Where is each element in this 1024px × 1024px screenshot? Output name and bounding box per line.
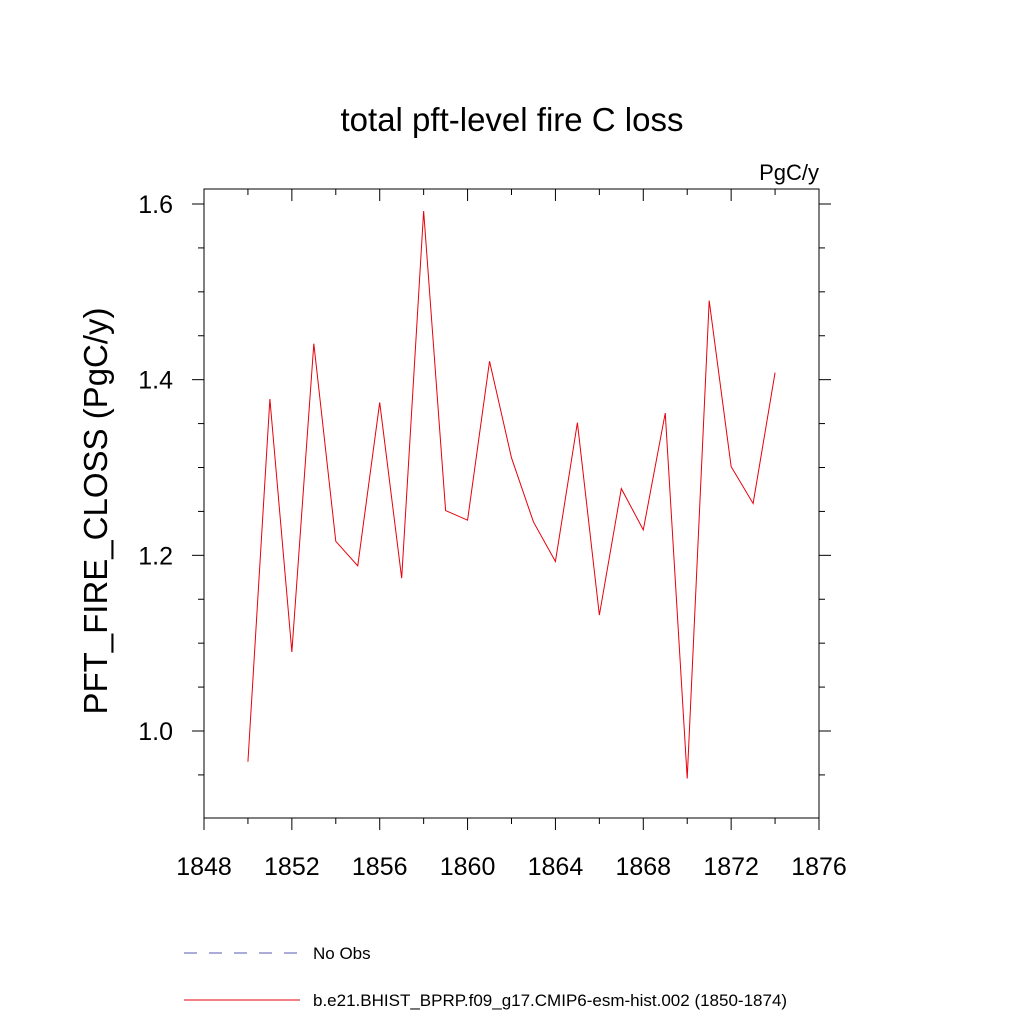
plot-frame (203, 188, 820, 819)
y-tick-label: 1.0 (138, 718, 173, 746)
x-tick-label: 1868 (615, 853, 671, 881)
x-tick-label: 1876 (791, 853, 847, 881)
series-line-1 (247, 210, 776, 779)
axes: 1848 1852 1856 1860 1864 1868 1872 1876 1.0 1.2 1.… (138, 188, 847, 881)
units-label: PgC/y (759, 160, 819, 185)
y-tick-label: 1.4 (138, 367, 173, 395)
legend: No Obs b.e21.BHIST_BPRP.f09_g17.CMIP6-es… (184, 944, 787, 1010)
y-axis-label: PFT_FIRE_CLOSS (PgC/y) (77, 307, 114, 714)
legend-label-no-obs: No Obs (313, 944, 371, 963)
y-tick-label: 1.6 (138, 191, 173, 219)
y-tick-label: 1.2 (138, 542, 173, 570)
chart-title: total pft-level fire C loss (341, 101, 684, 138)
x-tick-label: 1856 (352, 853, 408, 881)
x-tick-label: 1864 (528, 853, 584, 881)
x-tick-label: 1872 (703, 853, 759, 881)
x-tick-label: 1860 (440, 853, 496, 881)
legend-label-model-run: b.e21.BHIST_BPRP.f09_g17.CMIP6-esm-hist.… (313, 991, 787, 1010)
series-layer (247, 210, 776, 779)
x-tick-label: 1852 (264, 853, 320, 881)
x-tick-label: 1848 (176, 853, 232, 881)
